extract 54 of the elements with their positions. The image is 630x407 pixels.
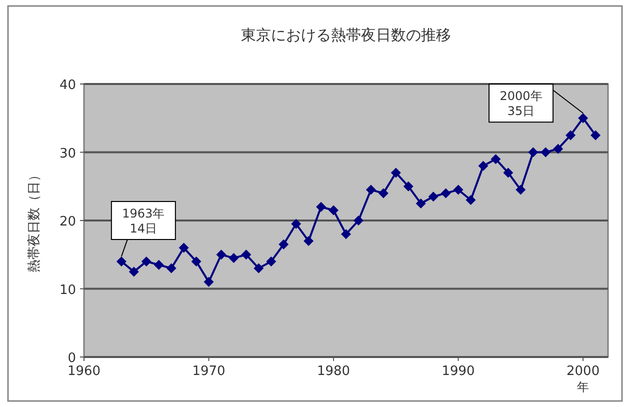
point (291, 218, 302, 229)
annotation: 2000年 35日 (500, 89, 542, 118)
point (241, 250, 252, 260)
point (403, 181, 414, 192)
x-axis-title: 年 (577, 380, 590, 394)
point (341, 229, 351, 240)
y-tick-label: 30 (59, 146, 76, 162)
point (216, 250, 226, 260)
point (304, 236, 314, 246)
point (128, 266, 139, 277)
point (166, 263, 176, 274)
point (553, 144, 564, 154)
point (590, 130, 601, 140)
point (278, 239, 289, 250)
point (366, 184, 376, 195)
point (428, 192, 438, 202)
point (440, 188, 451, 198)
point (316, 202, 326, 212)
point (503, 168, 514, 178)
point (204, 276, 214, 287)
point (390, 168, 401, 178)
point (540, 147, 551, 158)
point (141, 256, 152, 266)
point (353, 216, 364, 226)
point (328, 205, 339, 216)
point (378, 188, 388, 198)
point (154, 260, 164, 270)
point (516, 184, 526, 195)
x-tick-label: 1980 (316, 364, 350, 379)
point (116, 256, 126, 266)
chart-title: 東京における熱帯夜日数の推移 (241, 26, 451, 44)
point (528, 147, 538, 158)
point (478, 160, 488, 171)
y-axis-title: 熱帯夜日数（日） (26, 168, 42, 272)
point (191, 256, 202, 266)
y-tick-label: 10 (59, 282, 76, 298)
point (578, 113, 588, 124)
x-tick-label: 1990 (442, 364, 475, 379)
point (254, 263, 264, 274)
y-tick-label: 0 (68, 351, 76, 366)
annotation: 1963年 14日 (122, 206, 165, 236)
point (453, 184, 464, 195)
point (416, 198, 426, 208)
point (566, 130, 576, 140)
point (266, 256, 276, 266)
y-tick-label: 40 (59, 78, 76, 93)
point (228, 253, 239, 264)
y-tick-label: 20 (59, 214, 76, 230)
x-tick-label: 1970 (192, 364, 226, 379)
point (178, 242, 189, 253)
x-tick-label: 1960 (67, 364, 101, 379)
x-tick-label: 2000 (566, 364, 600, 379)
point (466, 195, 476, 206)
point (490, 154, 501, 164)
